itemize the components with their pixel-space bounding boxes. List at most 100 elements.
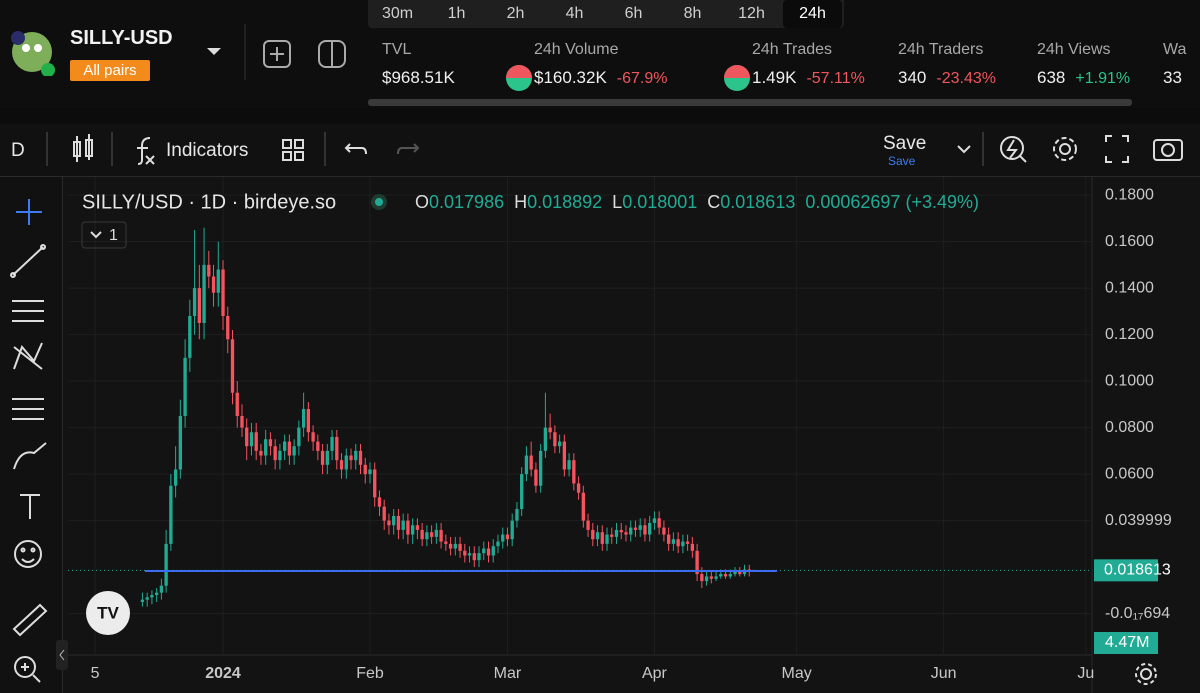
candle-body [230, 339, 235, 393]
last-price-label: 0.018613 [1104, 562, 1171, 579]
candle-body [349, 455, 353, 461]
candle-body [614, 529, 619, 537]
candle-body [496, 541, 500, 547]
candle-body [633, 527, 638, 530]
candle-body [524, 455, 529, 475]
ohlc-key: O [415, 192, 429, 212]
drawing-toolbar [0, 177, 63, 693]
candle-body [482, 548, 486, 554]
candle-body [335, 436, 339, 461]
candle-body [567, 460, 571, 470]
stat-change: -23.43% [936, 70, 996, 87]
candle-body [657, 518, 661, 528]
candle-body [259, 450, 263, 456]
candle-body [595, 532, 600, 540]
toolbar-icons[interactable] [0, 124, 1200, 176]
drawing-tools[interactable] [0, 177, 62, 693]
timeframe-tab[interactable]: 24h [783, 0, 842, 28]
timeframe-tabs: 30m 1h 2h 4h 6h 8h 12h 24h [368, 0, 844, 28]
candle-body [553, 432, 557, 447]
y-tick-label: 0.1800 [1105, 186, 1154, 203]
candle-body [723, 574, 728, 577]
timeframe-tab[interactable]: 8h [683, 5, 702, 22]
timeframe-tab[interactable]: 6h [624, 5, 643, 22]
candle-body [264, 439, 268, 456]
indicators[interactable]: Indicators [166, 140, 249, 161]
candle-body [685, 541, 690, 544]
stat-change: -67.9% [616, 70, 668, 87]
candle-body [572, 460, 576, 484]
candle-body [268, 439, 273, 447]
tradingview-logo[interactable] [86, 591, 130, 635]
y-tick-label: 0.039999 [1105, 512, 1172, 529]
all-pairs[interactable]: All pairs [70, 60, 150, 81]
interval[interactable]: D [11, 140, 25, 161]
collapse-sidebar[interactable] [56, 640, 68, 670]
candle-body [330, 436, 334, 451]
candle-body [709, 576, 713, 579]
candle-body [410, 525, 415, 535]
ohlc-change: 0.00062697 (+3.49%) [805, 192, 979, 212]
candle-body [700, 574, 704, 582]
candle-body [154, 592, 159, 596]
candle-body [306, 409, 311, 433]
chart-background [63, 177, 1200, 693]
collapse-button[interactable] [81, 221, 127, 249]
save[interactable]: Save [883, 133, 927, 154]
y-tick-label: 0.0600 [1105, 465, 1154, 482]
buy-sell-pie [724, 65, 750, 91]
candle-body [439, 529, 443, 542]
candle-body [501, 534, 505, 542]
header-icons[interactable] [244, 24, 364, 80]
logo-text: TV [97, 603, 119, 622]
volume-label: 4.47M [1105, 634, 1149, 651]
stat-change: -57.11% [806, 70, 865, 87]
y-tick-label: 0.1400 [1105, 279, 1154, 296]
x-tick-label: Apr [642, 665, 668, 682]
timeframe-tab[interactable]: 2h [506, 5, 525, 22]
candle-body [150, 595, 154, 598]
timeframe-tab[interactable]: 12h [738, 5, 765, 22]
settings-icon[interactable] [1135, 663, 1157, 685]
candle-body [301, 409, 306, 428]
buy-sell-pie [506, 65, 532, 91]
y-tick-label: 0.1200 [1105, 326, 1154, 343]
ohlc-key: L [612, 192, 622, 212]
candle-body [396, 515, 401, 530]
candle-body [197, 288, 201, 323]
candle-body [486, 548, 491, 556]
candle-body [671, 539, 676, 544]
stat-value: 33 [1163, 68, 1182, 87]
candle-body [415, 525, 420, 530]
y-tick-label: -0.0₁₇694 [1105, 605, 1170, 622]
candle-body [254, 432, 258, 451]
ohlc-key: C [707, 192, 720, 212]
candle-body [373, 469, 377, 498]
volume-label-box [1094, 632, 1158, 654]
candle-body [543, 427, 548, 451]
candle-body [510, 520, 514, 540]
pair-dropdown[interactable] [206, 46, 222, 58]
candle-body [690, 543, 695, 551]
candle-body [425, 532, 429, 540]
candle-body [714, 576, 718, 579]
timeframe-tab[interactable]: 1h [447, 5, 466, 22]
timeframe-tab[interactable]: 30m [381, 5, 414, 22]
candle-body [159, 585, 164, 593]
x-tick-label: 2024 [205, 665, 241, 682]
candle-body [463, 550, 467, 556]
pair-name: SILLY-USD [70, 27, 173, 49]
candle-body [624, 532, 628, 535]
candle-body [344, 455, 348, 470]
candle-body [534, 469, 538, 486]
candle-body [278, 450, 282, 461]
collapse-icon [90, 231, 102, 239]
candle-body [339, 460, 344, 470]
candle-body [643, 525, 647, 535]
candle-body [600, 532, 604, 544]
timeframe-tab[interactable]: 4h [565, 5, 584, 22]
scrollbar[interactable] [368, 99, 1132, 106]
candle-body [610, 534, 614, 537]
candle-body [164, 543, 168, 586]
